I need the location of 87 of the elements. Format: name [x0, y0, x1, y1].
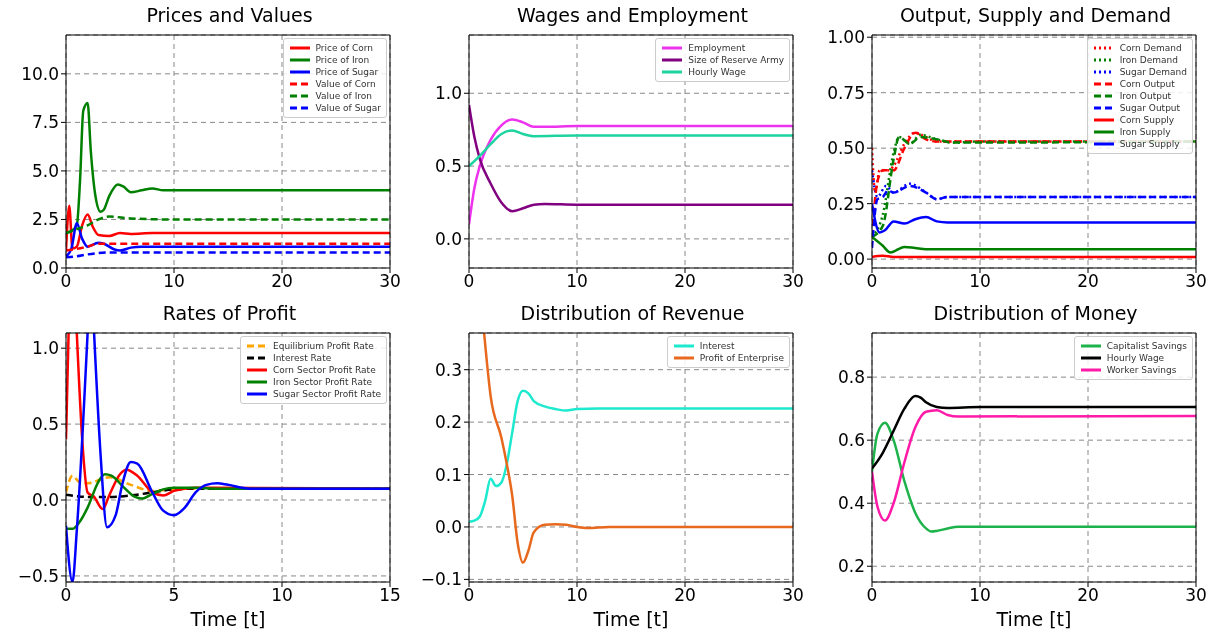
y-tick-label: 0.0: [31, 258, 59, 279]
y-tick-label: 7.5: [31, 112, 59, 133]
x-tick-label: 10: [969, 585, 991, 606]
legend-label: Profit of Enterprise: [699, 352, 784, 364]
y-tick-label: 0.25: [827, 193, 865, 214]
x-tick-label: 10: [271, 585, 293, 606]
legend-label: Capitalist Savings: [1106, 340, 1187, 352]
y-tick-label: 10.0: [21, 63, 59, 84]
x-tick-label: 10: [566, 585, 588, 606]
x-tick-label: 30: [379, 271, 401, 292]
y-tick-label: 0.5: [434, 156, 462, 177]
legend-label: Iron Supply: [1119, 126, 1171, 138]
legend-label: Interest Rate: [273, 352, 332, 364]
x-tick-label: 15: [379, 585, 401, 606]
legend-label: Corn Sector Profit Rate: [273, 364, 376, 376]
x-tick-label: 20: [674, 585, 696, 606]
legend-label: Equilibrium Profit Rate: [273, 340, 374, 352]
x-tick-label: 5: [168, 585, 180, 606]
x-axis-title: Time [t]: [189, 608, 266, 630]
x-tick-label: 20: [1077, 271, 1099, 292]
y-tick-label: 0.0: [434, 516, 462, 537]
x-tick-label: 20: [674, 271, 696, 292]
legend-label: Price of Iron: [315, 54, 370, 66]
x-tick-label: 10: [566, 271, 588, 292]
legend-label: Value of Corn: [315, 78, 376, 90]
x-tick-label: 10: [969, 271, 991, 292]
y-tick-label: 0.00: [827, 249, 865, 270]
x-tick-label: 0: [866, 585, 878, 606]
legend-label: Interest: [699, 340, 735, 352]
y-tick-label: 1.00: [827, 27, 865, 48]
legend-label: Corn Output: [1119, 78, 1175, 90]
legend-label: Price of Sugar: [315, 66, 379, 78]
legend-label: Sugar Sector Profit Rate: [273, 388, 381, 400]
x-tick-label: 0: [463, 271, 475, 292]
legend-label: Value of Sugar: [315, 102, 381, 114]
legend-label: Hourly Wage: [1106, 352, 1165, 364]
chart-title: Wages and Employment: [515, 3, 750, 28]
x-tick-label: 30: [782, 585, 804, 606]
y-tick-label: 0.0: [31, 490, 59, 511]
y-tick-label: −0.1: [420, 569, 462, 590]
y-tick-label: 2.5: [31, 209, 59, 230]
y-tick-label: 0.1: [434, 464, 462, 485]
legend-label: Corn Supply: [1119, 114, 1175, 126]
legend-label: Sugar Demand: [1119, 66, 1187, 78]
x-axis-title: Time [t]: [592, 608, 669, 630]
y-tick-label: 0.75: [827, 82, 865, 103]
legend-label: Size of Reserve Army: [688, 54, 784, 66]
x-tick-label: 30: [1185, 271, 1207, 292]
chart-title: Distribution of Revenue: [519, 301, 746, 326]
x-tick-label: 20: [271, 271, 293, 292]
chart-title: Distribution of Money: [932, 301, 1139, 326]
legend-label: Sugar Output: [1119, 102, 1181, 114]
x-tick-label: 30: [1185, 585, 1207, 606]
legend-label: Price of Corn: [315, 42, 373, 54]
chart-title: Prices and Values: [145, 3, 314, 28]
legend-label: Corn Demand: [1119, 42, 1182, 54]
legend-label: Iron Output: [1119, 90, 1172, 102]
legend-label: Iron Sector Profit Rate: [273, 376, 373, 388]
chart-title: Rates of Profit: [161, 301, 298, 326]
x-axis-title: Time [t]: [995, 608, 1072, 630]
legend-label: Worker Savings: [1106, 364, 1177, 376]
x-tick-label: 10: [163, 271, 185, 292]
y-tick-label: 0.0: [434, 228, 462, 249]
x-tick-label: 0: [60, 585, 72, 606]
x-tick-label: 0: [60, 271, 72, 292]
x-tick-label: 0: [866, 271, 878, 292]
y-tick-label: 1.0: [434, 83, 462, 104]
y-tick-label: 0.2: [837, 556, 865, 577]
legend-label: Iron Demand: [1119, 54, 1179, 66]
x-tick-label: 0: [463, 585, 475, 606]
y-tick-label: 0.8: [837, 367, 865, 388]
chart-title: Output, Supply and Demand: [899, 4, 1172, 26]
y-tick-label: 5.0: [31, 160, 59, 181]
y-tick-label: 0.6: [837, 430, 865, 451]
y-tick-label: 0.3: [434, 359, 462, 380]
y-tick-label: 1.0: [31, 338, 59, 359]
legend-label: Value of Iron: [315, 90, 373, 102]
y-tick-label: 0.4: [837, 493, 865, 514]
legend-label: Hourly Wage: [688, 66, 746, 78]
y-tick-label: 0.5: [31, 414, 59, 435]
y-tick-label: 0.2: [434, 412, 462, 433]
y-tick-label: 0.50: [827, 138, 865, 159]
legend-label: Employment: [688, 42, 746, 54]
x-tick-label: 30: [782, 271, 804, 292]
legend-label: Sugar Supply: [1119, 138, 1180, 150]
x-tick-label: 20: [1077, 585, 1099, 606]
y-tick-label: −0.5: [17, 565, 59, 586]
